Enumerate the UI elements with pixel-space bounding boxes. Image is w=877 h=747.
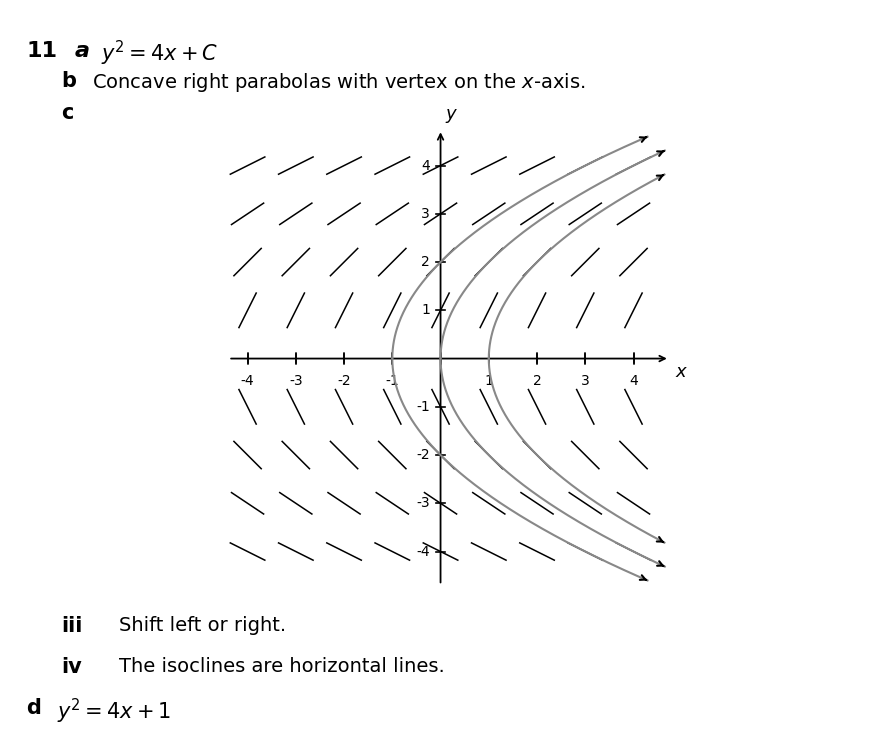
Text: 1: 1 [421, 303, 430, 317]
Text: Concave right parabolas with vertex on the $x$-axis.: Concave right parabolas with vertex on t… [92, 71, 585, 94]
Text: $y$: $y$ [444, 107, 457, 125]
Text: 11: 11 [26, 41, 57, 61]
Text: -2: -2 [337, 374, 351, 388]
Text: 4: 4 [629, 374, 638, 388]
Text: -4: -4 [240, 374, 254, 388]
Text: 2: 2 [421, 255, 430, 269]
Text: -2: -2 [416, 448, 430, 462]
Text: d: d [26, 698, 41, 719]
Text: 2: 2 [532, 374, 541, 388]
Text: -3: -3 [289, 374, 303, 388]
Text: 3: 3 [421, 207, 430, 221]
Text: c: c [61, 103, 74, 123]
Text: 3: 3 [581, 374, 589, 388]
Text: The isoclines are horizontal lines.: The isoclines are horizontal lines. [118, 657, 444, 676]
Text: -1: -1 [416, 400, 430, 414]
Text: $y^2 = 4x + C$: $y^2 = 4x + C$ [101, 39, 217, 68]
Text: 1: 1 [484, 374, 493, 388]
Text: a: a [75, 41, 89, 61]
Text: 4: 4 [421, 158, 430, 173]
Text: -1: -1 [385, 374, 399, 388]
Text: -4: -4 [416, 545, 430, 559]
Text: b: b [61, 71, 76, 91]
Text: -3: -3 [416, 496, 430, 510]
Text: $x$: $x$ [674, 363, 687, 381]
Text: iii: iii [61, 616, 82, 636]
Text: iv: iv [61, 657, 82, 678]
Text: $y^2 = 4x + 1$: $y^2 = 4x + 1$ [57, 697, 171, 726]
Text: Shift left or right.: Shift left or right. [118, 616, 285, 635]
